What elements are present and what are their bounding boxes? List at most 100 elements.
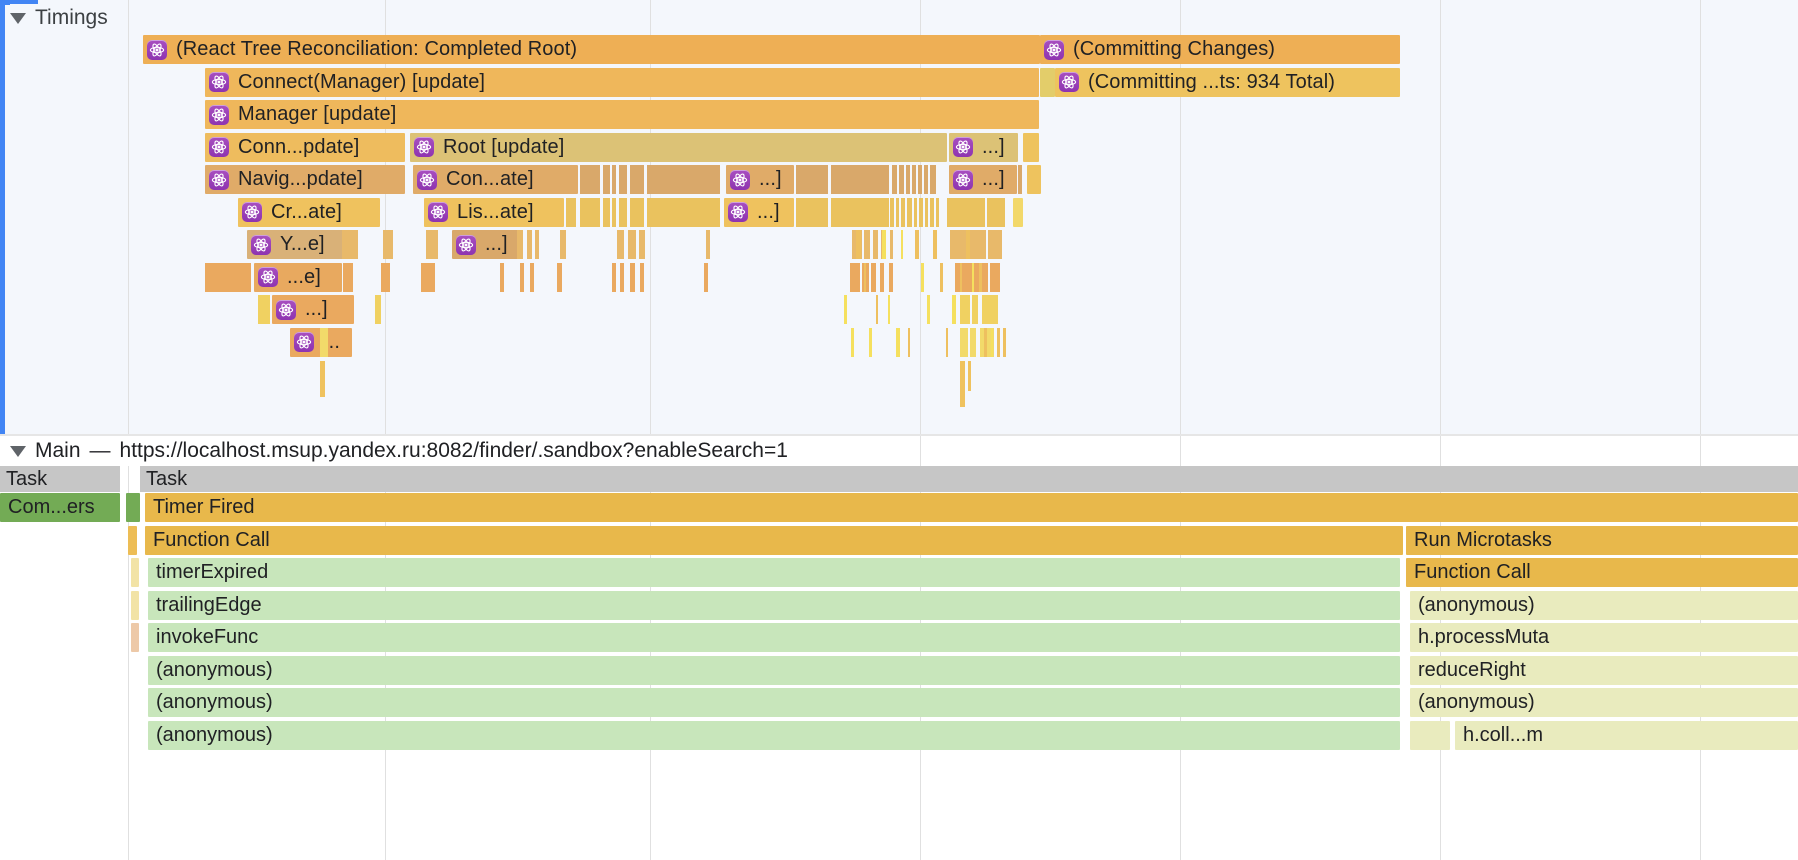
- flame-micro-slice[interactable]: [990, 262, 1000, 292]
- flame-bar[interactable]: ...]: [949, 165, 1017, 194]
- flame-micro-slice[interactable]: [890, 230, 893, 259]
- flame-micro-slice[interactable]: [924, 165, 928, 194]
- flame-micro-slice[interactable]: [617, 230, 624, 259]
- triangle-down-icon[interactable]: [10, 445, 26, 457]
- flame-micro-slice[interactable]: [620, 262, 624, 292]
- flame-micro-slice[interactable]: [517, 230, 523, 259]
- flame-micro-slice[interactable]: [831, 197, 889, 227]
- flame-micro-slice[interactable]: [520, 262, 524, 292]
- flame-bar[interactable]: Cr...ate]: [238, 197, 380, 227]
- flame-micro-slice[interactable]: [421, 262, 435, 292]
- flame-micro-slice[interactable]: [500, 262, 504, 292]
- flame-micro-slice[interactable]: [850, 327, 855, 357]
- flame-micro-slice[interactable]: [980, 327, 994, 357]
- flame-micro-slice[interactable]: [796, 197, 828, 227]
- main-flame-bar-unlabeled[interactable]: [131, 590, 139, 620]
- flame-bar[interactable]: (React Tree Reconciliation: Completed Ro…: [143, 35, 1040, 64]
- flame-micro-slice[interactable]: [896, 197, 899, 227]
- main-flame-bar[interactable]: reduceRight: [1410, 655, 1798, 685]
- flame-micro-slice[interactable]: [530, 262, 534, 292]
- flame-micro-slice[interactable]: [930, 165, 936, 194]
- flame-micro-slice[interactable]: [383, 230, 393, 259]
- flame-bar[interactable]: Connect(Manager) [update]: [205, 67, 1039, 97]
- flame-micro-slice[interactable]: [991, 327, 994, 357]
- column-header[interactable]: Task: [0, 466, 120, 492]
- main-flame-bar[interactable]: timerExpired: [148, 558, 1400, 587]
- flame-micro-slice[interactable]: [1003, 327, 1007, 357]
- flame-micro-slice[interactable]: [892, 165, 897, 194]
- flame-micro-slice[interactable]: [868, 327, 873, 357]
- flame-micro-slice[interactable]: [972, 295, 978, 324]
- flame-micro-slice[interactable]: [920, 262, 924, 292]
- main-flame-bar[interactable]: Function Call: [145, 525, 1403, 555]
- flame-micro-slice[interactable]: [647, 197, 720, 227]
- flame-micro-slice[interactable]: [889, 262, 893, 292]
- main-flame-bar[interactable]: (anonymous): [148, 688, 1400, 717]
- flame-bar[interactable]: ...]: [724, 197, 794, 227]
- flame-bar[interactable]: ...]: [726, 165, 794, 194]
- flame-micro-slice[interactable]: [630, 165, 644, 194]
- flame-micro-slice[interactable]: [258, 295, 270, 324]
- flame-micro-slice[interactable]: [612, 197, 616, 227]
- main-flame-bar[interactable]: (anonymous): [1410, 590, 1798, 620]
- flame-micro-slice[interactable]: [560, 230, 566, 259]
- flame-bar[interactable]: ...]: [452, 230, 522, 259]
- flame-micro-slice[interactable]: [580, 165, 600, 194]
- flame-bar[interactable]: Conn...pdate]: [205, 132, 405, 162]
- flame-micro-slice[interactable]: [603, 197, 610, 227]
- track-splitter[interactable]: [0, 434, 1798, 436]
- flame-micro-slice[interactable]: [640, 262, 644, 292]
- main-flame-bar[interactable]: (anonymous): [1410, 688, 1798, 717]
- main-flame-bar[interactable]: h.processMuta: [1410, 623, 1798, 652]
- flame-micro-slice[interactable]: [960, 327, 968, 357]
- timings-track[interactable]: (React Tree Reconciliation: Completed Ro…: [0, 0, 1798, 434]
- main-flame-bar-unlabeled[interactable]: [126, 493, 140, 522]
- flame-micro-slice[interactable]: [375, 295, 381, 324]
- flame-micro-slice[interactable]: [320, 327, 328, 357]
- flame-micro-slice[interactable]: [1018, 165, 1022, 194]
- flame-micro-slice[interactable]: [907, 197, 912, 227]
- flame-micro-slice[interactable]: [890, 197, 894, 227]
- flame-micro-slice[interactable]: [881, 230, 887, 259]
- main-flame-bar[interactable]: (anonymous): [148, 655, 1400, 685]
- flame-micro-slice[interactable]: [566, 197, 576, 227]
- flame-bar[interactable]: Lis...ate]: [424, 197, 564, 227]
- flame-micro-slice[interactable]: [342, 230, 358, 259]
- flame-micro-slice[interactable]: [796, 165, 828, 194]
- flame-micro-slice[interactable]: [960, 295, 970, 324]
- flame-micro-slice[interactable]: [919, 197, 923, 227]
- flame-micro-slice[interactable]: [946, 327, 949, 357]
- main-flame-bar[interactable]: Timer Fired: [145, 493, 1798, 522]
- flame-micro-slice[interactable]: [612, 165, 616, 194]
- flame-micro-slice[interactable]: [972, 262, 974, 292]
- flame-bar[interactable]: (Committing Changes): [1040, 35, 1400, 64]
- flame-bar[interactable]: Navig...pdate]: [205, 165, 405, 194]
- flame-micro-slice[interactable]: [619, 197, 627, 227]
- flame-micro-slice[interactable]: [997, 327, 1000, 357]
- flame-bar-unlabeled[interactable]: [1013, 197, 1023, 227]
- flame-micro-slice[interactable]: [639, 230, 645, 259]
- main-flame-bar-unlabeled[interactable]: [128, 525, 137, 555]
- flame-micro-slice[interactable]: [603, 165, 610, 194]
- flame-bar[interactable]: ...]: [949, 132, 1018, 162]
- flame-micro-slice[interactable]: [619, 165, 627, 194]
- main-track-header[interactable]: Main — https://localhost.msup.yandex.ru:…: [10, 436, 794, 466]
- flame-micro-slice[interactable]: [968, 360, 971, 391]
- flame-micro-slice[interactable]: [960, 360, 965, 407]
- flame-micro-slice[interactable]: [895, 327, 901, 357]
- flame-micro-slice[interactable]: [925, 197, 928, 227]
- flame-micro-slice[interactable]: [628, 230, 636, 259]
- flame-micro-slice[interactable]: [978, 262, 982, 292]
- flame-micro-slice[interactable]: [988, 230, 1002, 259]
- flame-micro-slice[interactable]: [982, 295, 998, 324]
- flame-bar-unlabeled[interactable]: [1023, 132, 1039, 162]
- flame-micro-slice[interactable]: [580, 197, 600, 227]
- flame-micro-slice[interactable]: [899, 165, 904, 194]
- flame-micro-slice[interactable]: [205, 262, 251, 292]
- timings-track-header[interactable]: Timings: [10, 4, 114, 32]
- flame-micro-slice[interactable]: [704, 262, 708, 292]
- flame-micro-slice[interactable]: [647, 165, 720, 194]
- flame-micro-slice[interactable]: [901, 197, 905, 227]
- flame-micro-slice[interactable]: [918, 165, 922, 194]
- flame-micro-slice[interactable]: [876, 295, 879, 324]
